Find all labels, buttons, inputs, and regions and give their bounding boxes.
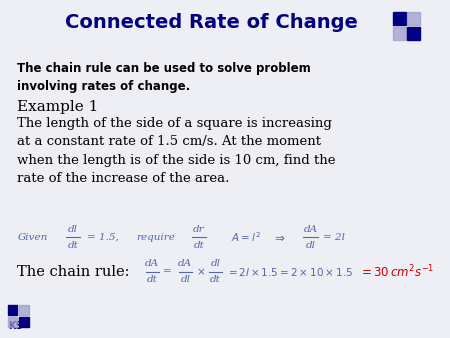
- Text: dA: dA: [178, 260, 192, 268]
- Text: $= 2l \times 1.5 = 2 \times 10 \times 1.5$: $= 2l \times 1.5 = 2 \times 10 \times 1.…: [226, 266, 353, 278]
- Bar: [19, 305, 29, 315]
- Text: dA: dA: [145, 260, 159, 268]
- Text: The chain rule can be used to solve problem
involving rates of change.: The chain rule can be used to solve prob…: [18, 62, 311, 93]
- Bar: [19, 317, 29, 327]
- Text: require: require: [136, 233, 175, 241]
- Bar: [393, 12, 405, 25]
- Text: dt: dt: [210, 275, 221, 285]
- Text: dl: dl: [180, 275, 190, 285]
- Text: dt: dt: [147, 275, 158, 285]
- Bar: [8, 317, 18, 327]
- Text: dr: dr: [193, 224, 205, 234]
- Bar: [408, 27, 420, 40]
- Text: $\Rightarrow$: $\Rightarrow$: [272, 231, 285, 243]
- Text: Connected Rate of Change: Connected Rate of Change: [65, 13, 358, 31]
- Text: Given: Given: [18, 233, 48, 241]
- Text: dl: dl: [211, 260, 220, 268]
- Text: dl: dl: [68, 224, 78, 234]
- Text: The chain rule:: The chain rule:: [18, 265, 130, 279]
- Text: dl: dl: [306, 241, 315, 249]
- Text: Example 1: Example 1: [18, 100, 99, 114]
- Text: KS: KS: [8, 321, 22, 331]
- Bar: [393, 27, 405, 40]
- Text: $A = l^2$: $A = l^2$: [231, 230, 261, 244]
- Text: dA: dA: [303, 224, 318, 234]
- Text: $= 30\,cm^2s^{-1}$: $= 30\,cm^2s^{-1}$: [359, 264, 434, 280]
- Text: $\times$: $\times$: [196, 267, 205, 277]
- Text: dt: dt: [194, 241, 204, 249]
- Text: dt: dt: [68, 241, 78, 249]
- Text: = 2l: = 2l: [323, 233, 345, 241]
- Bar: [8, 305, 18, 315]
- Bar: [408, 12, 420, 25]
- Text: = 1.5,: = 1.5,: [87, 233, 119, 241]
- Text: The length of the side of a square is increasing
at a constant rate of 1.5 cm/s.: The length of the side of a square is in…: [18, 117, 336, 186]
- Text: =: =: [163, 267, 172, 276]
